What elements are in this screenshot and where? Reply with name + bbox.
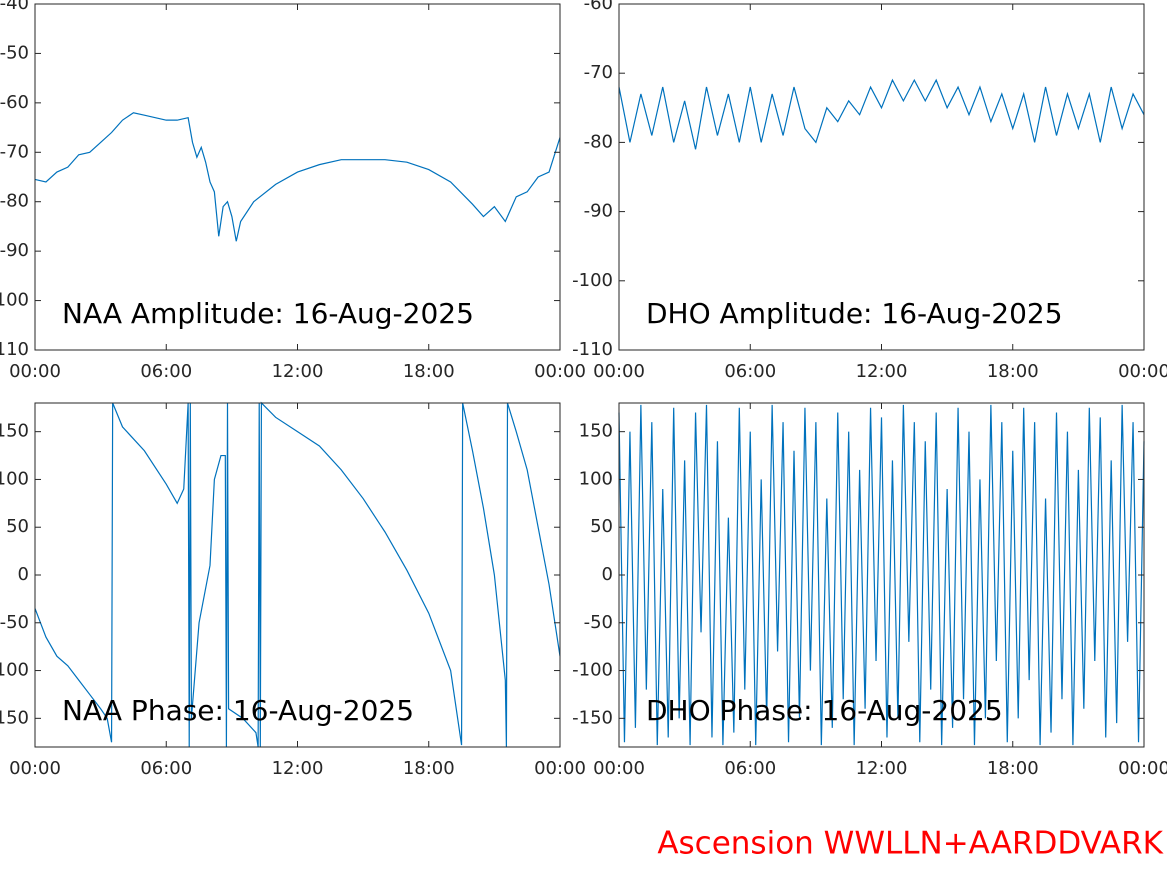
y-tick-label: -60 bbox=[584, 0, 613, 14]
x-tick-label: 12:00 bbox=[856, 758, 908, 779]
y-tick-label: -90 bbox=[0, 240, 29, 261]
y-tick-label: -70 bbox=[584, 62, 613, 83]
chart-title: NAA Amplitude: 16-Aug-2025 bbox=[62, 297, 474, 330]
y-tick-label: 150 bbox=[0, 421, 29, 442]
y-tick-label: -50 bbox=[584, 612, 613, 633]
chart-title: DHO Phase: 16-Aug-2025 bbox=[646, 694, 1003, 727]
y-tick-label: -150 bbox=[572, 707, 613, 728]
x-tick-label: 06:00 bbox=[140, 758, 192, 779]
x-tick-label: 00:00 bbox=[9, 758, 61, 779]
y-tick-label: -90 bbox=[584, 201, 613, 222]
data-line bbox=[618, 78, 1145, 150]
x-tick-label: 18:00 bbox=[987, 758, 1039, 779]
x-tick-label: 00:00 bbox=[1118, 361, 1167, 382]
footer: Ascension WWLLN+AARDDVARK bbox=[657, 826, 1163, 862]
y-tick-label: -100 bbox=[572, 270, 613, 291]
chart-title: NAA Phase: 16-Aug-2025 bbox=[62, 694, 414, 727]
x-tick-label: 18:00 bbox=[403, 361, 455, 382]
plot-area bbox=[35, 4, 560, 350]
plot-area bbox=[619, 4, 1144, 350]
y-tick-label: 100 bbox=[0, 468, 29, 489]
x-tick-label: 18:00 bbox=[403, 758, 455, 779]
x-tick-label: 06:00 bbox=[724, 361, 776, 382]
y-tick-label: -100 bbox=[0, 660, 29, 681]
x-tick-label: 00:00 bbox=[534, 758, 586, 779]
y-tick-label: -40 bbox=[0, 0, 29, 14]
chart-title: DHO Amplitude: 16-Aug-2025 bbox=[646, 297, 1063, 330]
y-tick-label: -60 bbox=[0, 92, 29, 113]
plot-area bbox=[35, 403, 560, 747]
y-tick-label: 0 bbox=[18, 564, 29, 585]
y-tick-label: 50 bbox=[590, 516, 613, 537]
y-tick-label: -110 bbox=[572, 339, 613, 360]
x-tick-label: 00:00 bbox=[593, 361, 645, 382]
y-tick-label: -100 bbox=[0, 290, 29, 311]
y-tick-label: 100 bbox=[579, 468, 613, 489]
y-tick-label: 150 bbox=[579, 421, 613, 442]
plot-area bbox=[619, 403, 1144, 747]
x-tick-label: 06:00 bbox=[724, 758, 776, 779]
x-tick-label: 00:00 bbox=[534, 361, 586, 382]
y-tick-label: -50 bbox=[0, 612, 29, 633]
y-tick-label: -110 bbox=[0, 339, 29, 360]
y-tick-label: -100 bbox=[572, 660, 613, 681]
y-tick-label: -150 bbox=[0, 707, 29, 728]
y-tick-label: -70 bbox=[0, 141, 29, 162]
x-tick-label: 18:00 bbox=[987, 361, 1039, 382]
x-tick-label: 12:00 bbox=[856, 361, 908, 382]
x-tick-label: 00:00 bbox=[593, 758, 645, 779]
y-tick-label: 50 bbox=[6, 516, 29, 537]
y-tick-label: -80 bbox=[0, 191, 29, 212]
x-tick-label: 00:00 bbox=[1118, 758, 1167, 779]
x-tick-label: 06:00 bbox=[140, 361, 192, 382]
y-tick-label: -80 bbox=[584, 131, 613, 152]
data-line bbox=[34, 112, 561, 242]
y-tick-label: 0 bbox=[602, 564, 613, 585]
x-tick-label: 00:00 bbox=[9, 361, 61, 382]
y-tick-label: -50 bbox=[0, 42, 29, 63]
x-tick-label: 12:00 bbox=[272, 361, 324, 382]
x-tick-label: 12:00 bbox=[272, 758, 324, 779]
data-line bbox=[618, 404, 1145, 746]
